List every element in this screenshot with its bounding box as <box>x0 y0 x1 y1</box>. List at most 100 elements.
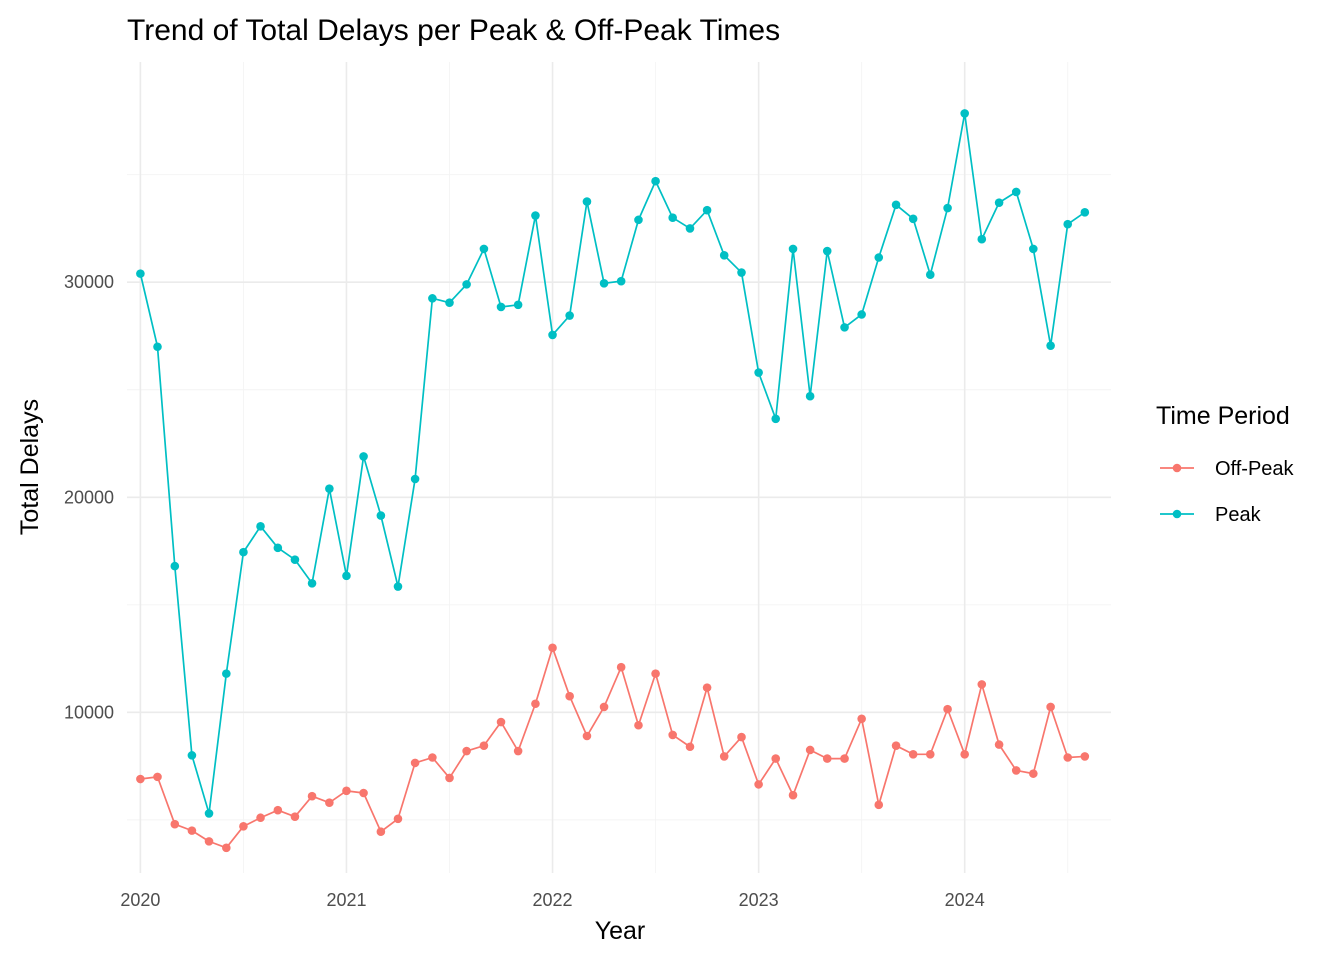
data-point-off-peak <box>805 745 815 755</box>
data-point-peak <box>273 543 283 553</box>
data-point-off-peak <box>496 717 506 727</box>
data-point-peak <box>925 270 935 279</box>
data-point-off-peak <box>239 822 248 831</box>
data-point-peak <box>788 244 798 254</box>
data-point-off-peak <box>410 758 420 768</box>
data-point-peak <box>170 561 180 571</box>
data-point-off-peak <box>925 749 935 759</box>
data-point-off-peak <box>1029 769 1038 778</box>
data-point-peak <box>222 669 231 678</box>
x-tick-label: 2024 <box>945 890 985 910</box>
data-point-off-peak <box>428 753 437 762</box>
data-point-peak <box>479 244 489 254</box>
data-point-off-peak <box>273 805 283 815</box>
data-point-peak <box>462 280 471 289</box>
data-point-off-peak <box>531 699 540 709</box>
data-point-off-peak <box>204 837 214 846</box>
data-point-off-peak <box>788 790 798 800</box>
data-point-peak <box>908 214 918 224</box>
x-axis-title: Year <box>595 917 646 945</box>
data-point-peak <box>874 253 884 262</box>
data-point-off-peak <box>754 780 763 789</box>
data-point-off-peak <box>857 714 866 724</box>
data-point-off-peak <box>342 786 351 796</box>
data-point-off-peak <box>307 791 317 801</box>
legend-item-peak: Peak <box>1160 504 1262 526</box>
data-point-off-peak <box>170 819 180 829</box>
legend-label: Off-Peak <box>1215 458 1295 480</box>
data-point-off-peak <box>702 683 712 692</box>
series-off-peak <box>136 643 1090 853</box>
data-point-peak <box>513 300 523 310</box>
x-axis-ticks: 2020 2021 2022 2023 2024 <box>120 890 984 910</box>
data-point-peak <box>771 414 781 424</box>
data-point-peak <box>599 278 609 288</box>
data-point-off-peak <box>840 754 849 763</box>
data-point-peak <box>342 571 351 581</box>
data-point-off-peak <box>290 812 300 821</box>
data-point-peak <box>376 511 386 520</box>
data-point-off-peak <box>908 749 918 759</box>
data-point-peak <box>685 224 695 233</box>
data-point-off-peak <box>960 749 969 759</box>
data-point-off-peak <box>513 746 523 756</box>
data-point-peak <box>445 298 454 307</box>
data-point-off-peak <box>891 741 901 750</box>
y-tick-label: 20000 <box>64 487 114 507</box>
legend-title: Time Period <box>1156 402 1290 430</box>
data-point-peak <box>428 294 437 303</box>
data-point-off-peak <box>685 742 695 752</box>
data-point-peak <box>891 200 901 210</box>
data-point-off-peak <box>874 800 884 810</box>
data-point-peak <box>531 211 540 220</box>
data-point-peak <box>496 302 506 312</box>
data-point-peak <box>359 452 368 461</box>
data-point-peak <box>582 197 592 206</box>
y-axis-title: Total Delays <box>16 399 44 535</box>
data-point-peak <box>1046 341 1055 350</box>
series-peak <box>136 109 1090 818</box>
data-point-peak <box>960 109 969 118</box>
data-point-off-peak <box>222 843 231 853</box>
data-point-off-peak <box>737 732 746 742</box>
data-point-peak <box>994 198 1004 207</box>
data-point-off-peak <box>771 754 781 763</box>
data-point-off-peak <box>668 730 677 740</box>
data-point-peak <box>136 269 145 278</box>
data-point-peak <box>307 579 317 588</box>
x-tick-label: 2021 <box>326 890 366 910</box>
legend-key-point <box>1172 463 1182 473</box>
data-point-peak <box>1011 187 1021 197</box>
data-point-off-peak <box>256 813 265 823</box>
data-point-peak <box>651 176 660 186</box>
x-tick-label: 2020 <box>120 890 160 910</box>
data-point-off-peak <box>1046 702 1055 712</box>
data-point-off-peak <box>153 772 162 782</box>
y-tick-label: 30000 <box>64 272 114 292</box>
data-point-off-peak <box>548 643 557 653</box>
data-point-peak <box>548 330 557 340</box>
legend-item-off-peak: Off-Peak <box>1160 458 1295 480</box>
data-point-off-peak <box>376 827 386 837</box>
data-point-off-peak <box>565 691 574 701</box>
data-point-off-peak <box>479 741 489 750</box>
data-point-peak <box>805 391 815 401</box>
data-point-off-peak <box>1080 752 1090 761</box>
data-point-off-peak <box>187 826 197 835</box>
data-point-peak <box>1063 219 1073 229</box>
data-point-peak <box>634 215 643 225</box>
data-point-off-peak <box>359 788 368 798</box>
data-point-peak <box>410 474 420 484</box>
data-point-off-peak <box>445 773 454 783</box>
data-point-peak <box>840 323 849 332</box>
data-point-peak <box>1080 208 1090 217</box>
data-point-peak <box>1029 244 1038 254</box>
data-point-peak <box>668 213 677 223</box>
data-point-off-peak <box>325 798 334 807</box>
x-tick-label: 2022 <box>533 890 573 910</box>
data-point-peak <box>616 276 626 286</box>
data-point-peak <box>153 342 162 352</box>
